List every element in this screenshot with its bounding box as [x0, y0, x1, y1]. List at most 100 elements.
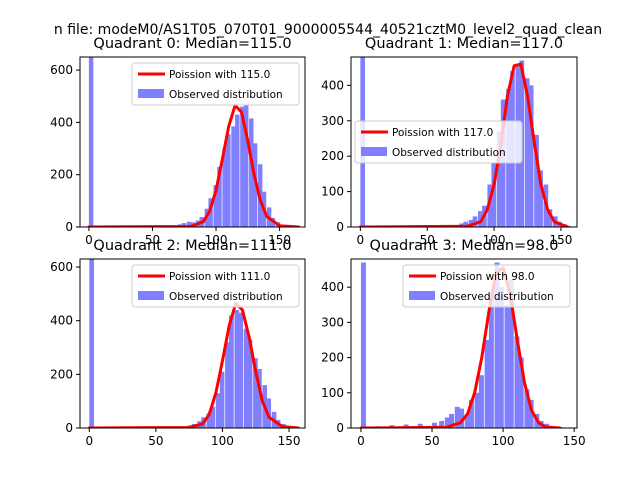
y-tick-label: 0: [65, 421, 73, 435]
histogram-bar: [360, 262, 366, 428]
subplot-title: Quadrant 1: Median=117.0: [365, 36, 563, 52]
legend-label-fit: Poission with 98.0: [440, 271, 535, 283]
histogram-bar: [534, 134, 539, 227]
subplot-0: 0 50 100 150 0 200 400 600 Quadrant 0: Median=11…: [50, 36, 306, 247]
axes-frame: [79, 258, 306, 429]
legend-label-observed: Observed distribution: [440, 291, 554, 303]
y-tick-label: 200: [321, 351, 344, 365]
histogram-bar: [538, 170, 543, 227]
histogram-bar: [464, 413, 470, 428]
legend-label-fit: Poission with 115.0: [169, 69, 270, 81]
subplot-3: 0 50 100 150 0 100 200 300 400 Quadrant 3: Median…: [321, 238, 586, 448]
histogram-bar: [206, 413, 212, 428]
legend: Poission with 117.0 Observed distribution: [354, 120, 523, 164]
legend-hist-swatch: [138, 291, 164, 300]
axes-frame: [350, 258, 578, 429]
histogram-bar: [463, 221, 469, 227]
histogram-bar: [243, 105, 249, 227]
x-tick-label: 150: [563, 434, 586, 448]
histogram-bar: [432, 422, 437, 428]
x-tick-label: 100: [205, 233, 228, 247]
histogram-bar: [219, 371, 225, 428]
histogram-bar: [186, 221, 192, 227]
histogram-bar: [528, 85, 534, 227]
histogram-bar: [504, 304, 510, 428]
histogram-bar: [243, 328, 249, 428]
x-tick-label: 100: [211, 434, 234, 448]
histogram-bar: [518, 357, 524, 428]
x-tick-label: 0: [357, 233, 365, 247]
histogram-bar: [488, 294, 494, 428]
axes-frame: [79, 56, 306, 228]
y-tick-label: 600: [50, 63, 73, 77]
y-tick-label: 0: [336, 220, 344, 234]
histogram-bar: [478, 375, 484, 428]
x-tick-label: 50: [148, 434, 163, 448]
histogram-bar: [253, 358, 258, 428]
histogram-bar: [508, 280, 514, 428]
figure-suptitle: n file: modeM0/AS1T05_070T01_9000005544_…: [54, 22, 602, 38]
x-tick-label: 100: [492, 434, 515, 448]
histogram-bar: [89, 259, 94, 428]
histogram-bar: [217, 166, 222, 227]
histogram-bar: [210, 406, 216, 428]
histogram-bar: [247, 339, 253, 428]
legend-hist-swatch: [409, 291, 435, 300]
y-tick-label: 100: [321, 386, 344, 400]
subplot-title: Quadrant 0: Median=115.0: [93, 36, 291, 52]
legend: Poission with 98.0 Observed distribution: [402, 264, 571, 308]
y-tick-label: 300: [321, 114, 344, 128]
x-tick-label: 0: [85, 434, 93, 448]
histogram-bar: [491, 163, 497, 227]
histogram-bar: [449, 413, 455, 428]
histogram-bar: [231, 126, 236, 227]
plot-area: [359, 262, 564, 428]
histogram-bar: [547, 209, 553, 227]
legend-label-observed: Observed distribution: [169, 89, 283, 101]
histogram-bar: [222, 148, 227, 227]
subplot-title: Quadrant 2: Median=111.0: [93, 238, 291, 254]
histogram-bar: [498, 287, 504, 428]
y-tick-label: 600: [50, 260, 73, 274]
x-tick-label: 150: [549, 233, 572, 247]
y-tick-label: 400: [321, 280, 344, 294]
legend-label-fit: Poission with 111.0: [169, 271, 270, 283]
histogram-bar: [528, 399, 534, 428]
x-tick-label: 100: [483, 233, 506, 247]
subplot-1: 0 50 100 150 0 100 200 300 400 Quadrant 1: Median…: [321, 36, 578, 247]
x-tick-label: 150: [268, 233, 291, 247]
poisson-fit-line: [87, 301, 300, 428]
legend-hist-swatch: [138, 89, 164, 98]
y-tick-label: 400: [50, 314, 73, 328]
x-tick-label: 0: [85, 233, 93, 247]
poisson-fit-line: [358, 62, 570, 227]
y-tick-label: 200: [50, 168, 73, 182]
histogram-bar: [229, 315, 234, 428]
histogram-bar: [213, 185, 218, 227]
legend: Poission with 111.0 Observed distribution: [131, 264, 300, 308]
histogram-bar: [238, 312, 244, 428]
y-tick-label: 0: [65, 220, 73, 234]
histogram-bar: [439, 420, 445, 428]
legend-hist-swatch: [361, 147, 387, 156]
histogram-bar: [459, 408, 464, 428]
histogram-bar: [417, 423, 423, 428]
y-tick-label: 300: [321, 315, 344, 329]
histogram-bar: [472, 216, 478, 227]
legend-label-observed: Observed distribution: [169, 291, 283, 303]
histogram-bar: [226, 134, 231, 227]
histogram-bar: [252, 143, 258, 227]
histogram-bar: [257, 368, 262, 428]
legend-label-fit: Poission with 117.0: [392, 127, 493, 139]
legend-box: [354, 120, 523, 164]
histogram-bar: [494, 262, 500, 428]
histogram-bar: [514, 336, 520, 428]
histogram-bar: [88, 57, 94, 227]
histogram-bar: [496, 131, 502, 227]
y-tick-label: 200: [50, 367, 73, 381]
histogram-bar: [234, 309, 240, 428]
histogram-bar: [484, 339, 490, 428]
legend: Poission with 115.0 Observed distribution: [131, 62, 300, 106]
legend-box: [402, 264, 571, 308]
